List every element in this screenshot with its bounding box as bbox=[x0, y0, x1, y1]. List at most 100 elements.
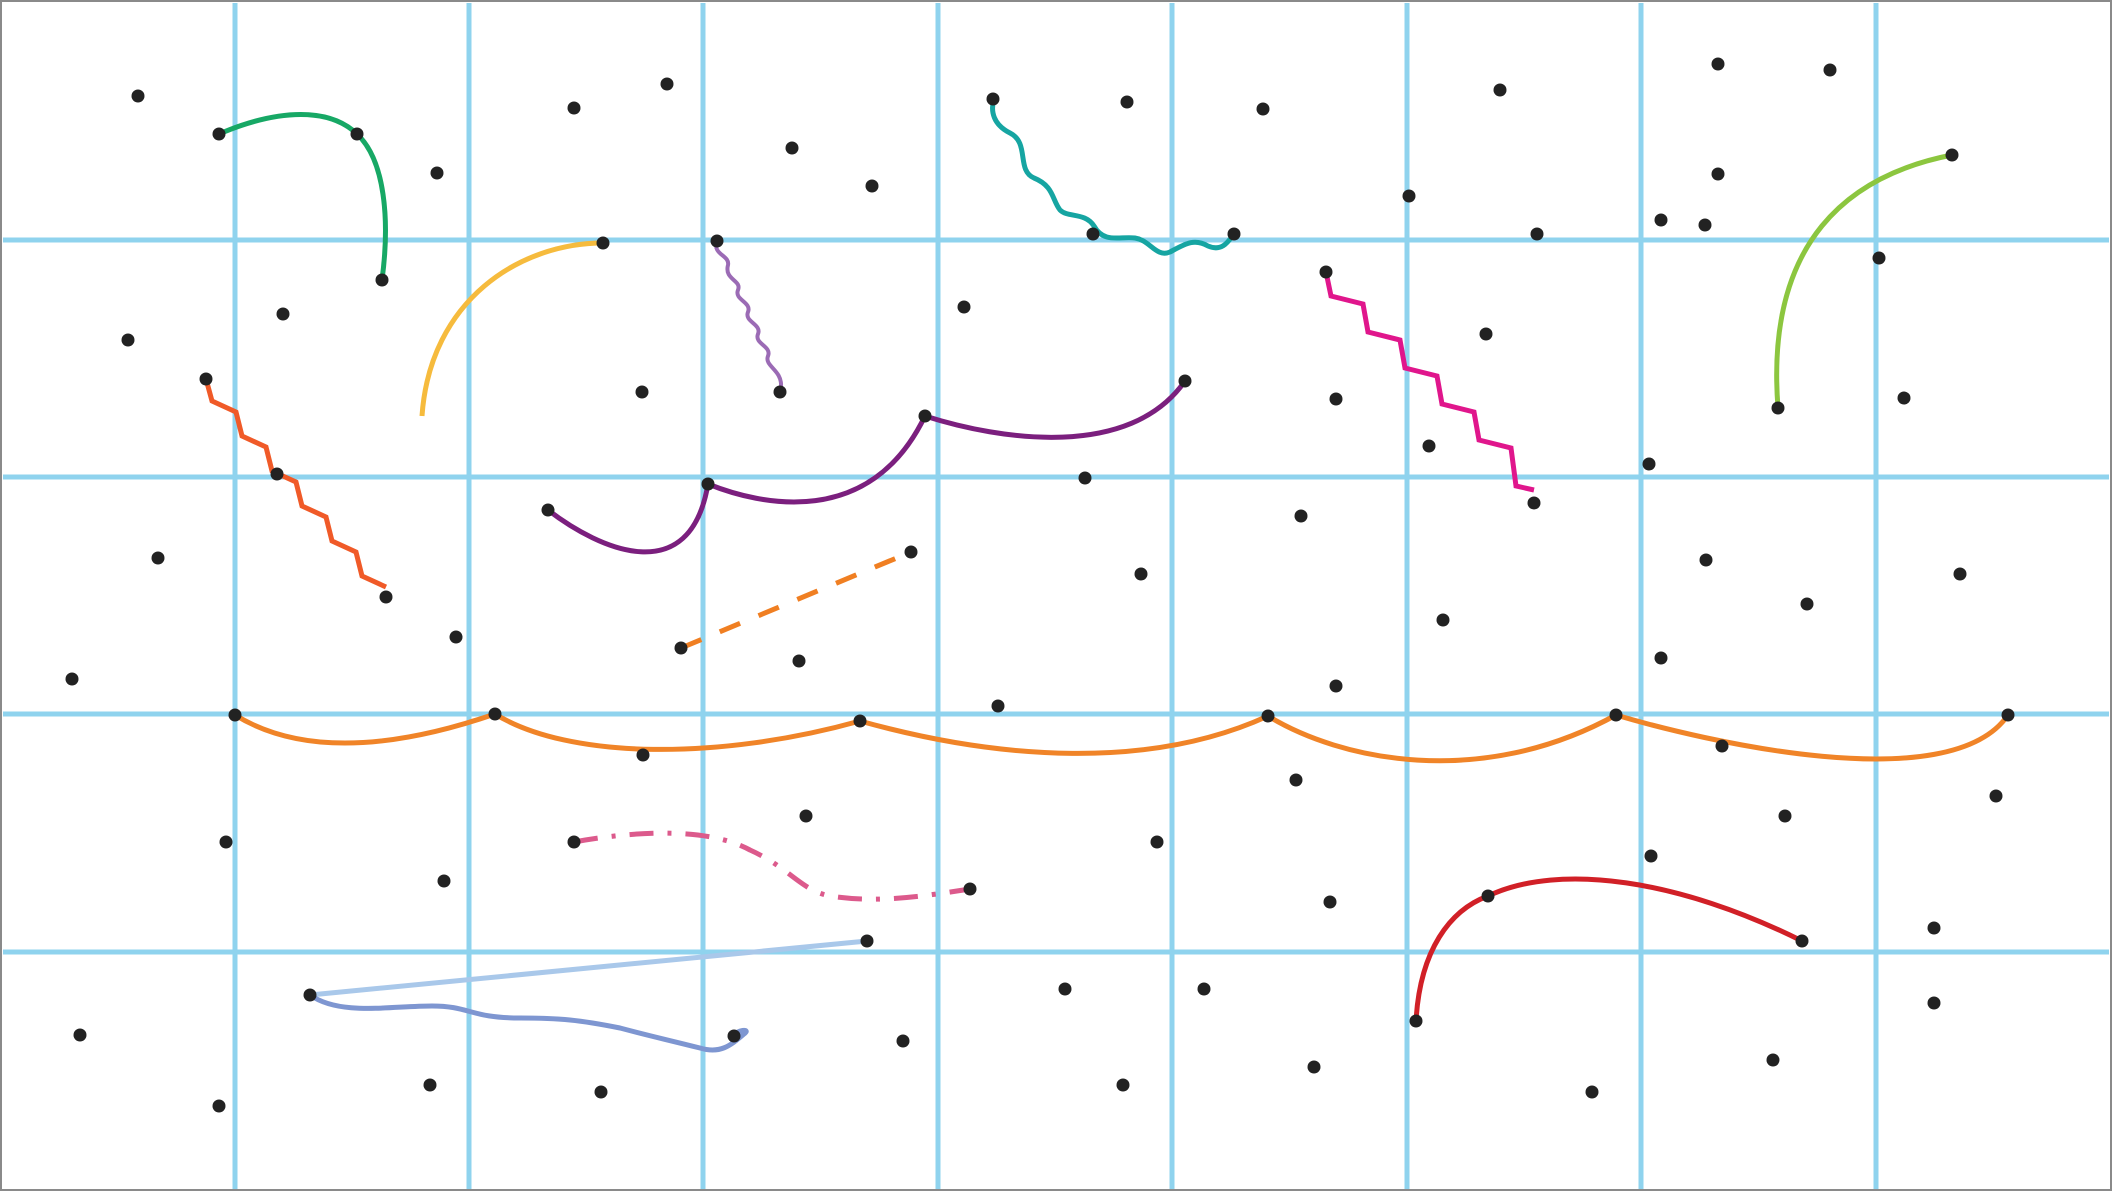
dot[interactable] bbox=[860, 934, 874, 948]
dot[interactable] bbox=[1294, 509, 1308, 523]
dot[interactable] bbox=[1609, 708, 1623, 722]
dot[interactable] bbox=[567, 101, 581, 115]
dot[interactable] bbox=[131, 89, 145, 103]
dot[interactable] bbox=[596, 236, 610, 250]
dot[interactable] bbox=[1945, 148, 1959, 162]
dot[interactable] bbox=[1800, 597, 1814, 611]
dot[interactable] bbox=[727, 1029, 741, 1043]
dot[interactable] bbox=[865, 179, 879, 193]
dot[interactable] bbox=[1654, 213, 1668, 227]
dot[interactable] bbox=[567, 835, 581, 849]
dot[interactable] bbox=[1329, 679, 1343, 693]
dot[interactable] bbox=[1927, 996, 1941, 1010]
dot[interactable] bbox=[270, 467, 284, 481]
dot[interactable] bbox=[379, 590, 393, 604]
dot[interactable] bbox=[1711, 57, 1725, 71]
dot[interactable] bbox=[1795, 934, 1809, 948]
dot[interactable] bbox=[1329, 392, 1343, 406]
dot[interactable] bbox=[773, 385, 787, 399]
dot[interactable] bbox=[991, 699, 1005, 713]
dot[interactable] bbox=[904, 545, 918, 559]
dot[interactable] bbox=[1698, 218, 1712, 232]
dot[interactable] bbox=[799, 809, 813, 823]
dot[interactable] bbox=[212, 127, 226, 141]
dot[interactable] bbox=[1261, 709, 1275, 723]
dot[interactable] bbox=[1989, 789, 2003, 803]
dot[interactable] bbox=[1644, 849, 1658, 863]
dot[interactable] bbox=[488, 707, 502, 721]
dot[interactable] bbox=[1086, 227, 1100, 241]
dot[interactable] bbox=[73, 1028, 87, 1042]
dot[interactable] bbox=[1585, 1085, 1599, 1099]
dot[interactable] bbox=[918, 409, 932, 423]
dot[interactable] bbox=[1422, 439, 1436, 453]
dot[interactable] bbox=[1078, 471, 1092, 485]
dot[interactable] bbox=[2001, 708, 2015, 722]
dot[interactable] bbox=[1307, 1060, 1321, 1074]
dot[interactable] bbox=[1289, 773, 1303, 787]
dot[interactable] bbox=[375, 273, 389, 287]
dot[interactable] bbox=[792, 654, 806, 668]
dot[interactable] bbox=[219, 835, 233, 849]
dot[interactable] bbox=[1323, 895, 1337, 909]
dot[interactable] bbox=[1116, 1078, 1130, 1092]
dot[interactable] bbox=[1699, 553, 1713, 567]
dot[interactable] bbox=[1771, 401, 1785, 415]
dot[interactable] bbox=[1227, 227, 1241, 241]
dot[interactable] bbox=[1481, 889, 1495, 903]
dot[interactable] bbox=[1120, 95, 1134, 109]
dot[interactable] bbox=[1256, 102, 1270, 116]
dot[interactable] bbox=[1823, 63, 1837, 77]
dot[interactable] bbox=[660, 77, 674, 91]
dot[interactable] bbox=[1642, 457, 1656, 471]
dot[interactable] bbox=[785, 141, 799, 155]
dot[interactable] bbox=[710, 234, 724, 248]
dot[interactable] bbox=[1530, 227, 1544, 241]
dot[interactable] bbox=[1479, 327, 1493, 341]
dot[interactable] bbox=[1409, 1014, 1423, 1028]
dot[interactable] bbox=[151, 551, 165, 565]
dot[interactable] bbox=[896, 1034, 910, 1048]
dot[interactable] bbox=[1953, 567, 1967, 581]
dot[interactable] bbox=[1778, 809, 1792, 823]
dot[interactable] bbox=[1319, 265, 1333, 279]
dot[interactable] bbox=[1715, 739, 1729, 753]
dot[interactable] bbox=[986, 92, 1000, 106]
dot[interactable] bbox=[1178, 374, 1192, 388]
dot[interactable] bbox=[674, 641, 688, 655]
dot[interactable] bbox=[350, 127, 364, 141]
dot[interactable] bbox=[1527, 496, 1541, 510]
dot[interactable] bbox=[1766, 1053, 1780, 1067]
dot[interactable] bbox=[303, 988, 317, 1002]
dot[interactable] bbox=[957, 300, 971, 314]
dot[interactable] bbox=[963, 882, 977, 896]
dot[interactable] bbox=[635, 385, 649, 399]
dot[interactable] bbox=[65, 672, 79, 686]
dot[interactable] bbox=[701, 477, 715, 491]
dot[interactable] bbox=[430, 166, 444, 180]
dot[interactable] bbox=[1150, 835, 1164, 849]
dot[interactable] bbox=[212, 1099, 226, 1113]
dot[interactable] bbox=[449, 630, 463, 644]
dot[interactable] bbox=[1058, 982, 1072, 996]
dot[interactable] bbox=[1927, 921, 1941, 935]
dot[interactable] bbox=[1872, 251, 1886, 265]
dot[interactable] bbox=[1897, 391, 1911, 405]
dot[interactable] bbox=[594, 1085, 608, 1099]
dot[interactable] bbox=[1402, 189, 1416, 203]
dot[interactable] bbox=[199, 372, 213, 386]
dot[interactable] bbox=[1654, 651, 1668, 665]
dot[interactable] bbox=[853, 714, 867, 728]
dot[interactable] bbox=[1711, 167, 1725, 181]
dot[interactable] bbox=[1134, 567, 1148, 581]
dot[interactable] bbox=[541, 503, 555, 517]
dot[interactable] bbox=[121, 333, 135, 347]
dot[interactable] bbox=[1436, 613, 1450, 627]
dot[interactable] bbox=[423, 1078, 437, 1092]
dot[interactable] bbox=[636, 748, 650, 762]
dot[interactable] bbox=[1197, 982, 1211, 996]
dot[interactable] bbox=[228, 708, 242, 722]
dot[interactable] bbox=[276, 307, 290, 321]
dot[interactable] bbox=[1493, 83, 1507, 97]
dot[interactable] bbox=[437, 874, 451, 888]
